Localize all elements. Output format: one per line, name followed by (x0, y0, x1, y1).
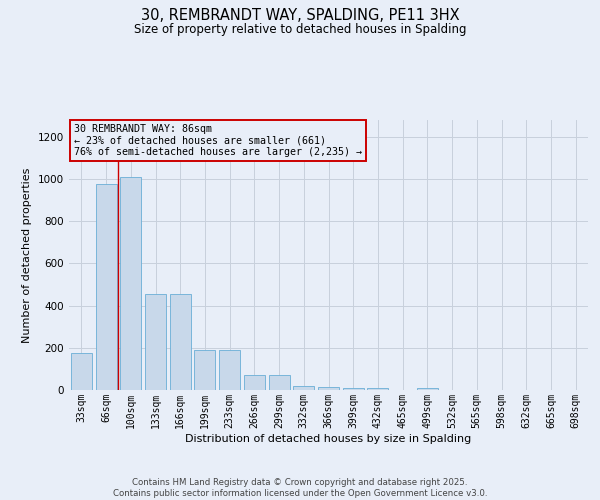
Text: Contains HM Land Registry data © Crown copyright and database right 2025.
Contai: Contains HM Land Registry data © Crown c… (113, 478, 487, 498)
Bar (293, 386, 314, 390)
Y-axis label: Number of detached properties: Number of detached properties (22, 168, 32, 342)
Bar (367, 388, 388, 390)
Bar (145, 294, 166, 390)
Text: 30 REMBRANDT WAY: 86sqm
← 23% of detached houses are smaller (661)
76% of semi-d: 30 REMBRANDT WAY: 86sqm ← 23% of detache… (74, 124, 362, 157)
Bar (170, 294, 191, 390)
X-axis label: Distribution of detached houses by size in Spalding: Distribution of detached houses by size … (185, 434, 472, 444)
Bar (244, 375, 265, 390)
Bar (71, 353, 92, 390)
Text: Size of property relative to detached houses in Spalding: Size of property relative to detached ho… (134, 22, 466, 36)
Bar (95, 184, 116, 390)
Bar (120, 177, 141, 390)
Bar (417, 388, 438, 390)
Bar (318, 387, 339, 390)
Text: 30, REMBRANDT WAY, SPALDING, PE11 3HX: 30, REMBRANDT WAY, SPALDING, PE11 3HX (140, 8, 460, 22)
Bar (343, 388, 364, 390)
Bar (269, 375, 290, 390)
Bar (194, 350, 215, 390)
Bar (219, 350, 240, 390)
